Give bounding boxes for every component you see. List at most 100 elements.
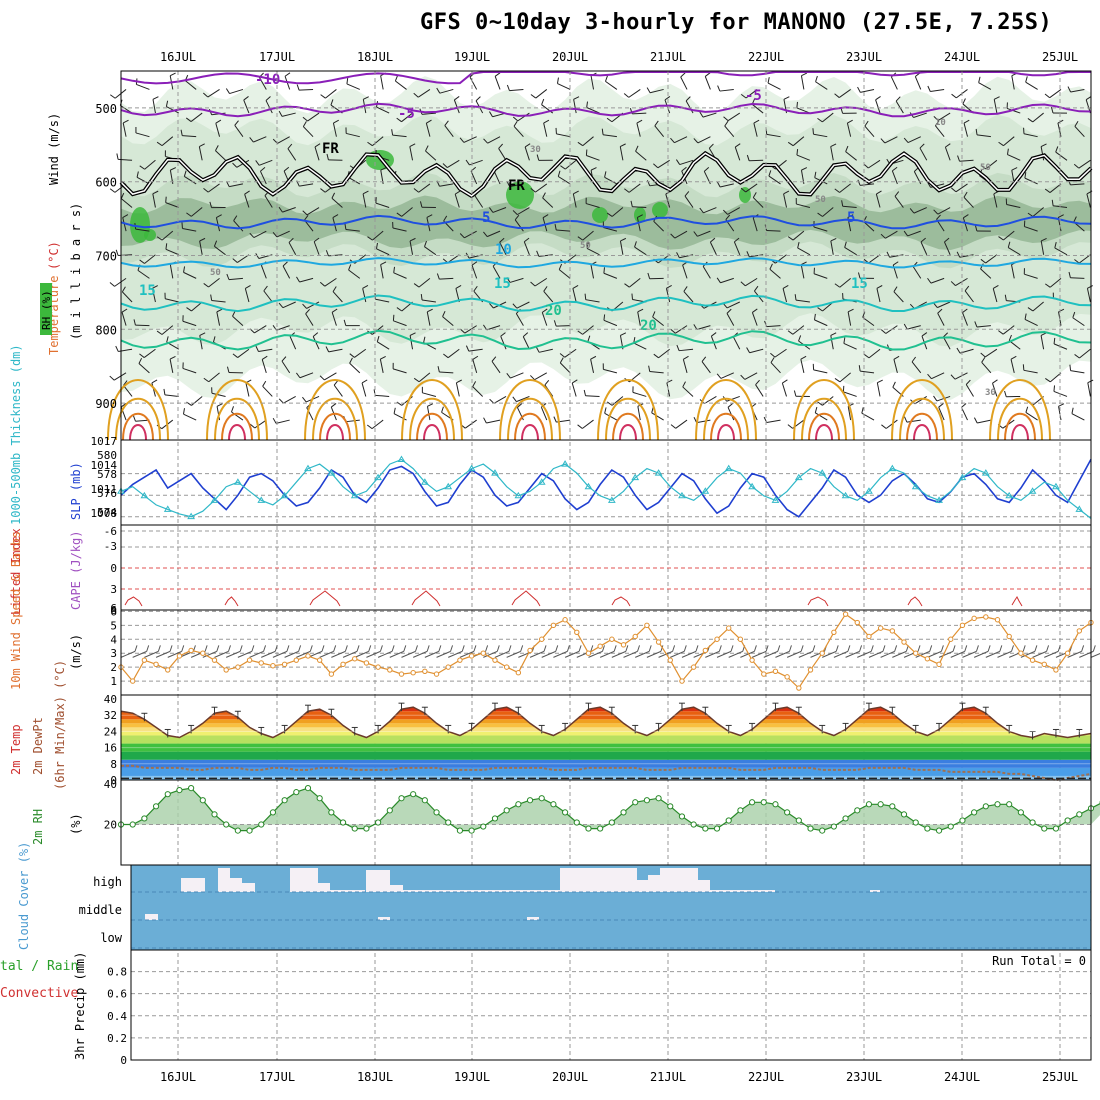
- wind10-barb: [389, 650, 404, 658]
- wind-barb-flag: [156, 330, 163, 335]
- thickness-marker: [701, 487, 710, 494]
- wind-barb: [585, 395, 600, 397]
- rh2m-marker: [772, 801, 779, 808]
- wind-barb: [586, 107, 600, 114]
- wind10-barb-flag: [134, 645, 138, 652]
- cloud-high-block: [390, 885, 403, 892]
- wind-barb-flag: [943, 332, 949, 338]
- wind10-marker: [188, 647, 194, 654]
- wind-barb-flag: [180, 129, 183, 136]
- wind-barb: [830, 240, 834, 255]
- wind10-barb-flag: [157, 645, 161, 652]
- wind-barb-flag: [1007, 241, 1011, 248]
- wind-barb: [993, 99, 998, 114]
- wind-barb-flag: [740, 93, 747, 99]
- wind-barb: [937, 301, 951, 309]
- wind-barb-flag: [396, 212, 403, 217]
- wind-barb: [752, 217, 758, 232]
- wind10-barb: [962, 650, 977, 658]
- rh2m-marker: [924, 825, 931, 832]
- wind-barb: [243, 99, 250, 114]
- wind-barb-flag: [456, 379, 462, 384]
- thickness-marker: [374, 473, 382, 481]
- wind-barb: [864, 125, 875, 138]
- wind-barb: [439, 88, 454, 94]
- wind10-marker: [363, 660, 370, 666]
- wind10-barb: [272, 650, 288, 658]
- wind-barb: [590, 75, 595, 90]
- contour-label: 10: [495, 242, 512, 258]
- wind-barb: [453, 99, 460, 114]
- thickness-marker: [584, 482, 593, 490]
- isotherm-low-arch: [717, 424, 735, 441]
- wind-barb: [362, 288, 367, 303]
- isotherm-10: [120, 257, 1092, 269]
- wind-barb: [114, 277, 127, 287]
- wind-barb: [955, 183, 968, 193]
- wind-barb-flag: [620, 332, 627, 336]
- top-date-label: 24JUL: [944, 50, 980, 64]
- wind-barb: [815, 81, 828, 90]
- precip-ytick: 0.6: [107, 988, 127, 1001]
- wind-barb-flag: [813, 313, 816, 320]
- wind-barb-flag: [875, 96, 881, 101]
- slp-line: [120, 458, 1092, 518]
- wind-barb-flag: [693, 231, 698, 237]
- wind-barb-flag: [473, 285, 478, 292]
- rh2m-marker: [351, 825, 358, 832]
- wind-barb: [439, 371, 454, 374]
- isotherm-20: [120, 329, 1092, 351]
- wind-barb-flag: [675, 159, 681, 165]
- wind10-barb: [1090, 652, 1100, 658]
- wind-barb: [682, 386, 694, 397]
- wind-barb: [930, 88, 945, 92]
- wind-barb: [258, 77, 267, 90]
- wind-barb: [418, 372, 431, 383]
- wind-barb-flag: [834, 93, 840, 98]
- thickness-marker: [1005, 491, 1014, 499]
- wind-barb: [697, 230, 711, 237]
- wind10-barb-flag: [438, 645, 442, 652]
- rh2m-marker: [445, 819, 452, 826]
- wind-barb-flag: [909, 208, 915, 214]
- wind-barb-flag: [664, 96, 671, 101]
- wind-barb: [907, 230, 921, 237]
- wind-barb-flag: [302, 116, 308, 122]
- wind-barb-flag: [1073, 216, 1077, 223]
- contour-label: -5: [745, 88, 762, 104]
- wind10-barb: [494, 650, 510, 658]
- wind-barb-flag: [843, 337, 846, 344]
- wind-barb-flag: [951, 93, 957, 99]
- wind-barb: [963, 196, 974, 208]
- rh2m-marker: [211, 811, 218, 818]
- wind-barb-flag: [138, 357, 143, 364]
- wind-barb-flag: [391, 129, 394, 136]
- temp-ytick: 24: [104, 725, 118, 738]
- wind-barb: [244, 288, 250, 303]
- wind-barb-flag: [498, 143, 504, 149]
- wind-barb: [165, 248, 180, 256]
- wind-barb: [426, 406, 431, 421]
- upper-ytick-label: 700: [95, 250, 117, 264]
- rh2m-marker: [480, 823, 487, 830]
- wind10-barb: [424, 650, 440, 658]
- rh2m-marker: [141, 815, 148, 822]
- wind-barb: [781, 382, 787, 397]
- wind-barb-flag: [530, 281, 536, 287]
- wind-barb: [709, 241, 717, 255]
- wind-barb: [602, 134, 617, 138]
- temp-color-band: [121, 723, 1091, 728]
- wind-barb-flag: [232, 353, 238, 358]
- wind-barb-flag: [921, 332, 928, 337]
- wind-barb: [813, 369, 828, 374]
- dewpoint-line: [121, 764, 1092, 782]
- wind-barb: [745, 183, 758, 193]
- wind-barb-flag: [1074, 259, 1080, 264]
- wind-barb-flag: [634, 241, 637, 248]
- wind-barb: [464, 230, 477, 239]
- wind-barb: [144, 159, 156, 170]
- wind-barb-flag: [603, 267, 605, 274]
- wind-barb: [161, 136, 174, 147]
- wind-barb-flag: [393, 266, 396, 273]
- wind-barb: [190, 112, 203, 122]
